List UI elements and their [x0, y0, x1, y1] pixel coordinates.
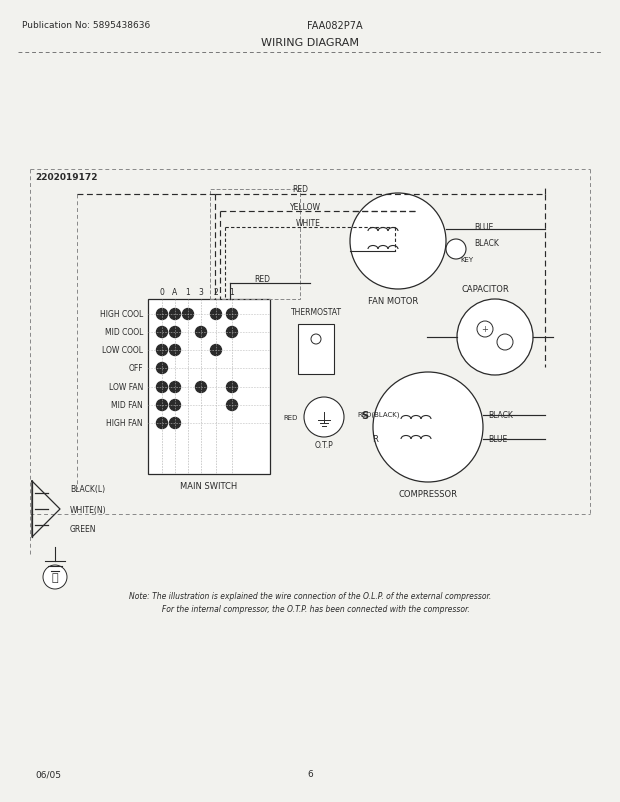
- Text: CAPACITOR: CAPACITOR: [461, 286, 509, 294]
- Circle shape: [457, 300, 533, 375]
- Circle shape: [169, 400, 180, 411]
- Circle shape: [169, 418, 180, 429]
- Circle shape: [226, 400, 237, 411]
- Circle shape: [195, 327, 206, 338]
- Text: 1: 1: [229, 288, 234, 297]
- Circle shape: [497, 334, 513, 350]
- Text: 06/05: 06/05: [35, 770, 61, 779]
- Circle shape: [195, 382, 206, 393]
- Text: RED: RED: [283, 415, 298, 420]
- Circle shape: [156, 309, 167, 320]
- Circle shape: [156, 418, 167, 429]
- Text: Note: The illustration is explained the wire connection of the O.L.P. of the ext: Note: The illustration is explained the …: [129, 592, 491, 601]
- Circle shape: [373, 373, 483, 482]
- Circle shape: [211, 309, 221, 320]
- Text: 3: 3: [198, 288, 203, 297]
- Text: HIGH COOL: HIGH COOL: [100, 310, 143, 319]
- Circle shape: [169, 309, 180, 320]
- Text: A: A: [172, 288, 177, 297]
- Text: YELLOW: YELLOW: [290, 202, 321, 211]
- Circle shape: [182, 309, 193, 320]
- Text: 2202019172: 2202019172: [35, 173, 97, 182]
- Text: RED: RED: [254, 274, 270, 283]
- Circle shape: [311, 334, 321, 345]
- Text: Publication No: 5895438636: Publication No: 5895438636: [22, 22, 150, 30]
- Bar: [298, 325, 334, 375]
- Text: BLACK: BLACK: [488, 411, 513, 420]
- Circle shape: [211, 345, 221, 356]
- Text: MID COOL: MID COOL: [105, 328, 143, 337]
- Text: HIGH FAN: HIGH FAN: [107, 419, 143, 428]
- Text: KEY: KEY: [460, 257, 473, 263]
- Text: For the internal compressor, the O.T.P. has been connected with the compressor.: For the internal compressor, the O.T.P. …: [150, 605, 470, 614]
- Circle shape: [169, 345, 180, 356]
- Circle shape: [156, 400, 167, 411]
- Text: 0: 0: [159, 288, 164, 297]
- Bar: [210, 190, 300, 300]
- Text: WHITE: WHITE: [296, 218, 321, 227]
- Circle shape: [446, 240, 466, 260]
- Text: GREEN: GREEN: [70, 525, 97, 534]
- Circle shape: [304, 398, 344, 437]
- Circle shape: [350, 194, 446, 290]
- Circle shape: [169, 327, 180, 338]
- Text: RED(BLACK): RED(BLACK): [357, 411, 399, 418]
- Text: LOW COOL: LOW COOL: [102, 346, 143, 355]
- Circle shape: [156, 327, 167, 338]
- Text: WHITE(N): WHITE(N): [70, 505, 107, 514]
- Text: RED: RED: [292, 185, 308, 194]
- Bar: [148, 300, 270, 475]
- Text: S: S: [361, 411, 368, 420]
- Text: FAN MOTOR: FAN MOTOR: [368, 297, 418, 306]
- Circle shape: [43, 565, 67, 589]
- Text: WIRING DIAGRAM: WIRING DIAGRAM: [261, 38, 359, 48]
- Circle shape: [169, 382, 180, 393]
- Text: LOW FAN: LOW FAN: [108, 383, 143, 392]
- Text: OFF: OFF: [128, 364, 143, 373]
- Circle shape: [226, 309, 237, 320]
- Text: FAA082P7A: FAA082P7A: [307, 21, 363, 31]
- Circle shape: [156, 345, 167, 356]
- Text: 1: 1: [185, 288, 190, 297]
- Text: BLUE: BLUE: [474, 222, 494, 231]
- Circle shape: [156, 382, 167, 393]
- Text: MID FAN: MID FAN: [111, 401, 143, 410]
- Text: 2: 2: [214, 288, 218, 297]
- Text: THERMOSTAT: THERMOSTAT: [291, 308, 342, 317]
- Text: BLACK: BLACK: [474, 239, 499, 248]
- Text: ⏚: ⏚: [51, 573, 58, 582]
- Text: 6: 6: [307, 770, 313, 779]
- Circle shape: [156, 363, 167, 374]
- Text: O.T.P: O.T.P: [314, 441, 334, 450]
- Text: COMPRESSOR: COMPRESSOR: [399, 490, 458, 499]
- Text: R: R: [372, 435, 378, 444]
- Text: BLACK(L): BLACK(L): [70, 485, 105, 494]
- Text: +: +: [482, 325, 489, 334]
- Text: MAIN SWITCH: MAIN SWITCH: [180, 482, 237, 491]
- Text: BLUE: BLUE: [488, 435, 507, 444]
- Circle shape: [477, 322, 493, 338]
- Circle shape: [226, 327, 237, 338]
- Circle shape: [226, 382, 237, 393]
